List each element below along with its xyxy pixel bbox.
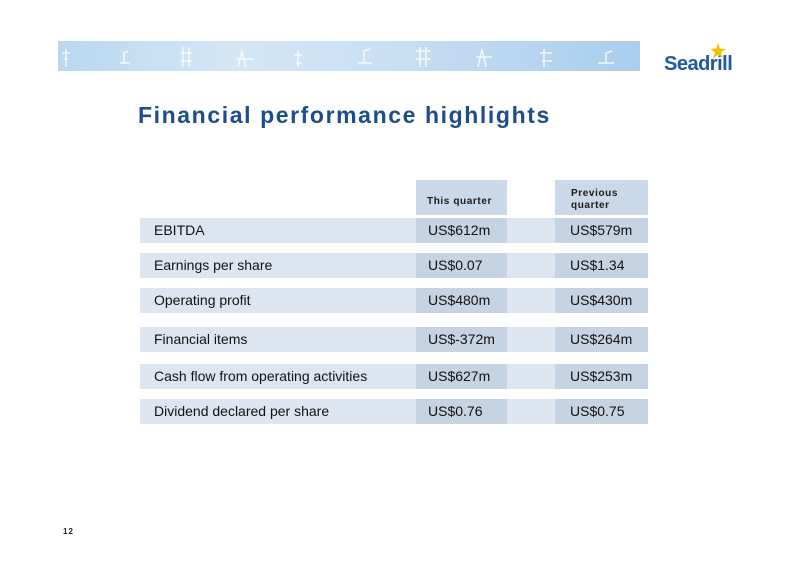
this-quarter-cell: US$0.76 bbox=[416, 399, 507, 424]
this-quarter-cell: US$480m bbox=[416, 288, 507, 313]
column-header-previous-quarter: Previous quarter bbox=[555, 180, 648, 215]
previous-quarter-cell: US$430m bbox=[555, 288, 648, 313]
this-quarter-value: US$0.07 bbox=[428, 257, 483, 273]
row-label-cell: Earnings per share bbox=[140, 253, 416, 278]
this-quarter-value: US$480m bbox=[428, 292, 491, 308]
logo-wordmark: Seadrill bbox=[664, 53, 733, 75]
this-quarter-value: US$612m bbox=[428, 222, 491, 238]
row-label-cell: Operating profit bbox=[140, 288, 416, 313]
row-gap-cell bbox=[507, 327, 555, 352]
this-quarter-cell: US$627m bbox=[416, 364, 507, 389]
this-quarter-cell: US$-372m bbox=[416, 327, 507, 352]
previous-quarter-cell: US$579m bbox=[555, 218, 648, 243]
previous-quarter-value: US$579m bbox=[570, 222, 633, 238]
row-label: Operating profit bbox=[154, 292, 251, 308]
previous-quarter-value: US$430m bbox=[570, 292, 633, 308]
row-label: EBITDA bbox=[154, 222, 205, 238]
row-label-cell: Cash flow from operating activities bbox=[140, 364, 416, 389]
this-quarter-cell: US$612m bbox=[416, 218, 507, 243]
previous-quarter-value: US$264m bbox=[570, 331, 633, 347]
this-quarter-value: US$-372m bbox=[428, 331, 495, 347]
column-header-label: This quarter bbox=[427, 196, 492, 207]
row-label-cell: EBITDA bbox=[140, 218, 416, 243]
previous-quarter-value: US$253m bbox=[570, 368, 633, 384]
previous-quarter-value: US$0.75 bbox=[570, 403, 625, 419]
star-icon bbox=[710, 43, 726, 59]
this-quarter-cell: US$0.07 bbox=[416, 253, 507, 278]
row-label: Earnings per share bbox=[154, 257, 273, 273]
row-label-cell: Dividend declared per share bbox=[140, 399, 416, 424]
previous-quarter-cell: US$0.75 bbox=[555, 399, 648, 424]
oil-rig-pattern-icon bbox=[62, 47, 614, 68]
previous-quarter-cell: US$1.34 bbox=[555, 253, 648, 278]
slide-title: Financial performance highlights bbox=[138, 102, 551, 128]
header-banner bbox=[58, 41, 640, 71]
row-label: Financial items bbox=[154, 331, 248, 347]
row-label: Dividend declared per share bbox=[154, 403, 330, 419]
previous-quarter-cell: US$264m bbox=[555, 327, 648, 352]
row-gap-cell bbox=[507, 364, 555, 389]
this-quarter-value: US$0.76 bbox=[428, 403, 483, 419]
page-number: 12 bbox=[63, 527, 74, 536]
this-quarter-value: US$627m bbox=[428, 368, 491, 384]
column-header-this-quarter: This quarter bbox=[416, 180, 507, 215]
row-gap-cell bbox=[507, 218, 555, 243]
previous-quarter-value: US$1.34 bbox=[570, 257, 625, 273]
column-header-label: Previous quarter bbox=[571, 188, 619, 211]
row-gap-cell bbox=[507, 288, 555, 313]
row-label: Cash flow from operating activities bbox=[154, 368, 368, 384]
row-label-cell: Financial items bbox=[140, 327, 416, 352]
previous-quarter-cell: US$253m bbox=[555, 364, 648, 389]
row-gap-cell bbox=[507, 253, 555, 278]
row-gap-cell bbox=[507, 399, 555, 424]
seadrill-logo: Seadrill bbox=[664, 43, 744, 77]
